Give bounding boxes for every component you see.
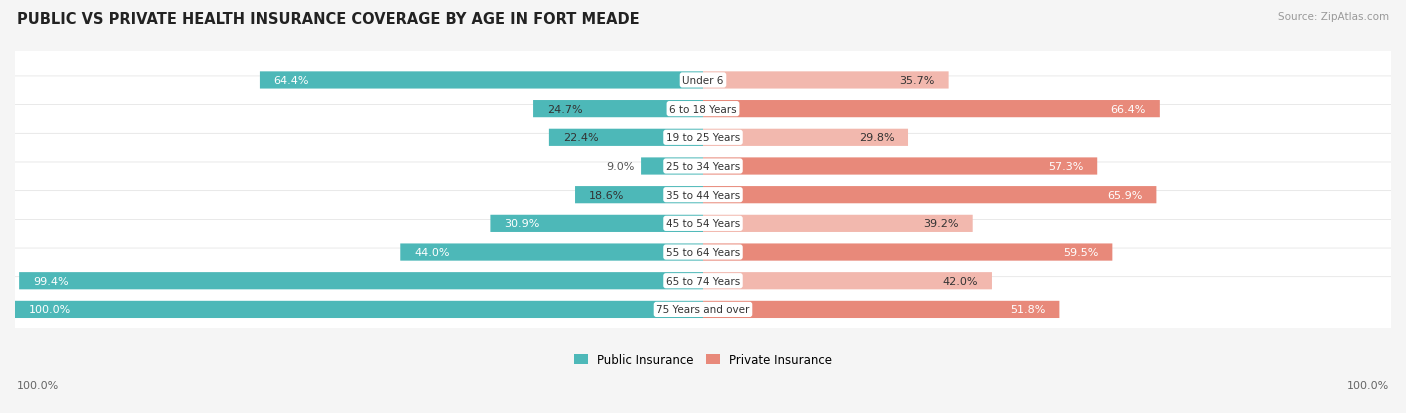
Text: 57.3%: 57.3% — [1047, 161, 1084, 171]
FancyBboxPatch shape — [641, 158, 703, 175]
Text: 18.6%: 18.6% — [589, 190, 624, 200]
Text: 65 to 74 Years: 65 to 74 Years — [666, 276, 740, 286]
Text: 75 Years and over: 75 Years and over — [657, 305, 749, 315]
FancyBboxPatch shape — [0, 163, 1406, 228]
FancyBboxPatch shape — [0, 191, 1406, 256]
Text: Source: ZipAtlas.com: Source: ZipAtlas.com — [1278, 12, 1389, 22]
FancyBboxPatch shape — [703, 101, 1160, 118]
Text: 22.4%: 22.4% — [562, 133, 599, 143]
FancyBboxPatch shape — [0, 134, 1406, 199]
FancyBboxPatch shape — [703, 129, 908, 147]
Text: 44.0%: 44.0% — [413, 247, 450, 257]
Text: 9.0%: 9.0% — [606, 161, 634, 171]
Text: 64.4%: 64.4% — [274, 76, 309, 86]
FancyBboxPatch shape — [0, 277, 1406, 342]
Text: 30.9%: 30.9% — [505, 219, 540, 229]
FancyBboxPatch shape — [703, 158, 1097, 175]
FancyBboxPatch shape — [703, 72, 949, 89]
Text: 51.8%: 51.8% — [1011, 305, 1046, 315]
Text: PUBLIC VS PRIVATE HEALTH INSURANCE COVERAGE BY AGE IN FORT MEADE: PUBLIC VS PRIVATE HEALTH INSURANCE COVER… — [17, 12, 640, 27]
Text: 6 to 18 Years: 6 to 18 Years — [669, 104, 737, 114]
Text: 65.9%: 65.9% — [1108, 190, 1143, 200]
Text: 59.5%: 59.5% — [1063, 247, 1098, 257]
FancyBboxPatch shape — [0, 220, 1406, 285]
Text: 45 to 54 Years: 45 to 54 Years — [666, 219, 740, 229]
FancyBboxPatch shape — [703, 273, 993, 290]
Text: 100.0%: 100.0% — [1347, 380, 1389, 390]
FancyBboxPatch shape — [0, 48, 1406, 114]
Text: 19 to 25 Years: 19 to 25 Years — [666, 133, 740, 143]
Text: Under 6: Under 6 — [682, 76, 724, 86]
FancyBboxPatch shape — [0, 105, 1406, 171]
FancyBboxPatch shape — [575, 187, 703, 204]
Text: 24.7%: 24.7% — [547, 104, 582, 114]
FancyBboxPatch shape — [260, 72, 703, 89]
FancyBboxPatch shape — [703, 244, 1112, 261]
FancyBboxPatch shape — [0, 249, 1406, 313]
Text: 55 to 64 Years: 55 to 64 Years — [666, 247, 740, 257]
FancyBboxPatch shape — [533, 101, 703, 118]
Text: 35.7%: 35.7% — [900, 76, 935, 86]
FancyBboxPatch shape — [703, 301, 1059, 318]
FancyBboxPatch shape — [15, 301, 703, 318]
Text: 29.8%: 29.8% — [859, 133, 894, 143]
FancyBboxPatch shape — [20, 273, 703, 290]
Text: 25 to 34 Years: 25 to 34 Years — [666, 161, 740, 171]
FancyBboxPatch shape — [703, 215, 973, 233]
FancyBboxPatch shape — [703, 187, 1156, 204]
Text: 99.4%: 99.4% — [32, 276, 69, 286]
Text: 100.0%: 100.0% — [28, 305, 72, 315]
Text: 42.0%: 42.0% — [942, 276, 979, 286]
Text: 100.0%: 100.0% — [17, 380, 59, 390]
FancyBboxPatch shape — [0, 77, 1406, 142]
Text: 39.2%: 39.2% — [924, 219, 959, 229]
FancyBboxPatch shape — [401, 244, 703, 261]
Legend: Public Insurance, Private Insurance: Public Insurance, Private Insurance — [574, 354, 832, 367]
FancyBboxPatch shape — [491, 215, 703, 233]
Text: 66.4%: 66.4% — [1111, 104, 1146, 114]
FancyBboxPatch shape — [548, 129, 703, 147]
Text: 35 to 44 Years: 35 to 44 Years — [666, 190, 740, 200]
